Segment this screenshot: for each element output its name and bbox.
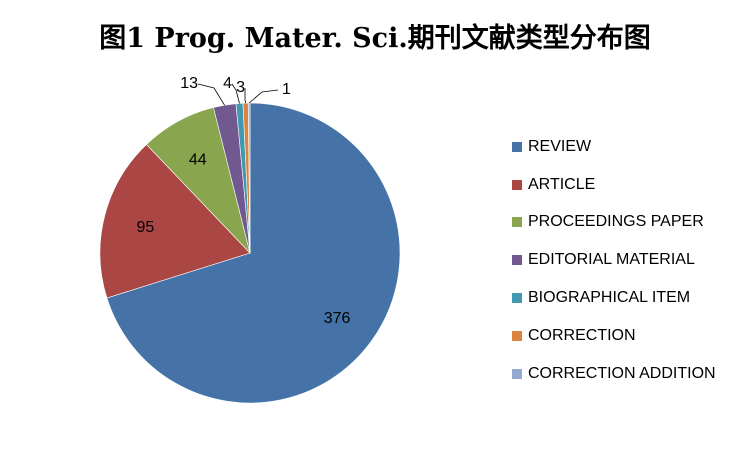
- legend-label: CORRECTION: [528, 326, 636, 344]
- legend-label: BIOGRAPHICAL ITEM: [528, 289, 691, 307]
- legend-item-review: REVIEW: [512, 128, 748, 166]
- data-labels: 376 95 44 13 4 3 1: [137, 75, 351, 327]
- leader-lines: [197, 83, 279, 106]
- legend-swatch: [512, 141, 522, 152]
- legend-swatch: [512, 368, 522, 379]
- legend-swatch: [512, 330, 522, 341]
- legend-label: EDITORIAL MATERIAL: [528, 251, 695, 269]
- data-label-review: 376: [324, 310, 351, 327]
- data-label-correction: 3: [236, 79, 245, 96]
- legend-swatch: [512, 217, 522, 228]
- leader-line-correction-addition: [248, 89, 279, 104]
- legend-label: REVIEW: [528, 137, 592, 155]
- legend-item-biographical-item: BIOGRAPHICAL ITEM: [512, 279, 748, 317]
- legend-item-correction-addition: CORRECTION ADDITION: [512, 355, 748, 393]
- pie-slices: [99, 102, 401, 404]
- data-label-editorial-material: 13: [180, 75, 198, 92]
- data-label-proceedings-paper: 44: [189, 151, 207, 168]
- leader-line-biographical-item: [231, 83, 240, 104]
- data-label-correction-addition: 1: [282, 81, 291, 98]
- legend-swatch: [512, 179, 522, 190]
- pie-slice-review: [106, 102, 401, 404]
- legend: REVIEW ARTICLE PROCEEDINGS PAPER EDITORIAL …: [512, 128, 748, 393]
- legend-label: PROCEEDINGS PAPER: [528, 213, 704, 231]
- data-label-article: 95: [137, 219, 155, 236]
- legend-item-article: ARTICLE: [512, 166, 748, 204]
- leader-line-correction: [244, 88, 246, 104]
- legend-label: ARTICLE: [528, 175, 596, 193]
- leader-line-editorial-material: [197, 83, 225, 106]
- data-label-biographical-item: 4: [223, 75, 232, 92]
- legend-label: CORRECTION ADDITION: [528, 364, 716, 382]
- legend-item-editorial-material: EDITORIAL MATERIAL: [512, 241, 748, 279]
- chart-title: 图1 Prog. Mater. Sci.期刊文献类型分布图: [99, 23, 651, 54]
- legend-item-correction: CORRECTION: [512, 317, 748, 355]
- pie-slice-article: [99, 144, 251, 299]
- legend-item-proceedings-paper: PROCEEDINGS PAPER: [512, 204, 748, 242]
- legend-swatch: [512, 255, 522, 266]
- legend-swatch: [512, 293, 522, 304]
